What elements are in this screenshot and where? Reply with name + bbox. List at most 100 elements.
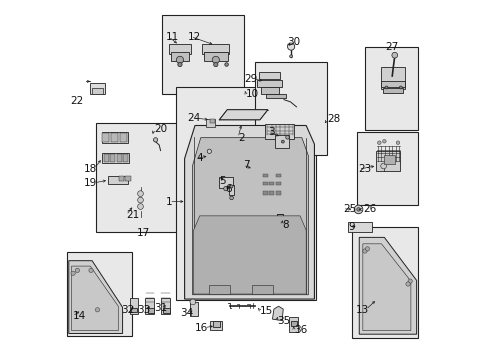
Bar bbox=[265, 94, 285, 98]
Circle shape bbox=[362, 249, 366, 253]
Bar bbox=[262, 191, 267, 194]
Bar bbox=[130, 298, 138, 314]
Bar bbox=[111, 134, 117, 142]
Bar bbox=[269, 191, 274, 194]
Circle shape bbox=[377, 141, 380, 144]
Text: 7: 7 bbox=[243, 160, 249, 170]
Circle shape bbox=[212, 56, 219, 63]
Bar bbox=[255, 62, 326, 155]
Bar bbox=[274, 135, 288, 148]
Bar bbox=[96, 123, 183, 232]
Circle shape bbox=[353, 205, 362, 214]
Text: 4: 4 bbox=[196, 153, 203, 163]
Bar bbox=[119, 176, 123, 181]
Polygon shape bbox=[362, 244, 410, 330]
Bar bbox=[208, 285, 230, 294]
Polygon shape bbox=[193, 216, 305, 294]
Bar bbox=[251, 285, 273, 294]
Text: 13: 13 bbox=[355, 305, 368, 315]
Circle shape bbox=[395, 141, 399, 144]
Text: 23: 23 bbox=[358, 164, 371, 174]
Circle shape bbox=[75, 268, 80, 273]
Bar bbox=[219, 177, 232, 188]
Polygon shape bbox=[72, 266, 118, 330]
Text: 10: 10 bbox=[245, 89, 259, 99]
Bar bbox=[260, 87, 278, 94]
Bar bbox=[108, 176, 128, 184]
Bar bbox=[364, 47, 418, 130]
Text: 11: 11 bbox=[165, 32, 178, 41]
Bar bbox=[382, 87, 402, 93]
Circle shape bbox=[356, 208, 360, 211]
Bar bbox=[381, 81, 404, 87]
Text: 18: 18 bbox=[84, 164, 97, 174]
Text: 14: 14 bbox=[72, 311, 85, 321]
Circle shape bbox=[153, 138, 158, 142]
Bar bbox=[123, 154, 128, 162]
Circle shape bbox=[407, 279, 411, 283]
Text: 26: 26 bbox=[363, 204, 376, 215]
Circle shape bbox=[176, 56, 183, 63]
Bar bbox=[102, 134, 108, 142]
Text: 30: 30 bbox=[287, 37, 300, 47]
Bar bbox=[203, 52, 227, 60]
Polygon shape bbox=[184, 126, 314, 299]
Text: 2: 2 bbox=[238, 133, 244, 143]
Circle shape bbox=[281, 140, 284, 143]
Text: 12: 12 bbox=[187, 32, 201, 41]
Text: 19: 19 bbox=[84, 178, 97, 188]
Circle shape bbox=[399, 86, 402, 89]
Polygon shape bbox=[359, 237, 416, 334]
Circle shape bbox=[382, 139, 386, 143]
Text: 3: 3 bbox=[268, 127, 275, 137]
Bar bbox=[170, 52, 189, 60]
Text: 34: 34 bbox=[180, 308, 193, 318]
Circle shape bbox=[405, 282, 409, 286]
Bar bbox=[145, 298, 154, 314]
Text: 36: 36 bbox=[293, 325, 306, 335]
Bar bbox=[264, 124, 294, 139]
Circle shape bbox=[137, 197, 143, 203]
Bar bbox=[90, 83, 104, 94]
Text: 24: 24 bbox=[187, 113, 201, 123]
Bar bbox=[161, 298, 170, 314]
Circle shape bbox=[71, 271, 75, 275]
Bar bbox=[269, 182, 274, 185]
Polygon shape bbox=[219, 110, 267, 120]
Circle shape bbox=[89, 268, 93, 273]
Bar bbox=[131, 308, 137, 312]
Bar bbox=[262, 182, 267, 185]
Bar bbox=[190, 302, 198, 316]
Text: 25: 25 bbox=[342, 204, 355, 214]
Bar bbox=[275, 191, 280, 194]
Circle shape bbox=[285, 135, 289, 139]
Bar bbox=[375, 152, 399, 171]
Text: 8: 8 bbox=[281, 220, 288, 230]
Bar bbox=[258, 72, 280, 79]
Circle shape bbox=[230, 185, 233, 188]
Bar bbox=[383, 154, 394, 164]
Circle shape bbox=[178, 62, 182, 67]
Bar bbox=[169, 44, 190, 54]
Circle shape bbox=[207, 149, 211, 153]
Text: 5: 5 bbox=[219, 176, 226, 186]
Bar bbox=[210, 321, 221, 330]
Polygon shape bbox=[69, 261, 122, 333]
Circle shape bbox=[190, 299, 195, 305]
Text: 21: 21 bbox=[126, 210, 139, 220]
Bar bbox=[202, 44, 229, 54]
Text: 27: 27 bbox=[384, 42, 398, 52]
Text: 28: 28 bbox=[327, 114, 340, 124]
Bar bbox=[206, 119, 215, 127]
Text: 9: 9 bbox=[348, 222, 354, 231]
Text: 32: 32 bbox=[121, 305, 135, 315]
Bar bbox=[67, 252, 131, 336]
Bar bbox=[351, 226, 418, 338]
Bar bbox=[290, 321, 296, 325]
Bar bbox=[110, 154, 115, 162]
Text: 29: 29 bbox=[244, 74, 257, 84]
Text: 1: 1 bbox=[166, 197, 172, 207]
Bar bbox=[163, 309, 169, 313]
Circle shape bbox=[213, 62, 218, 67]
Bar bbox=[148, 309, 154, 313]
